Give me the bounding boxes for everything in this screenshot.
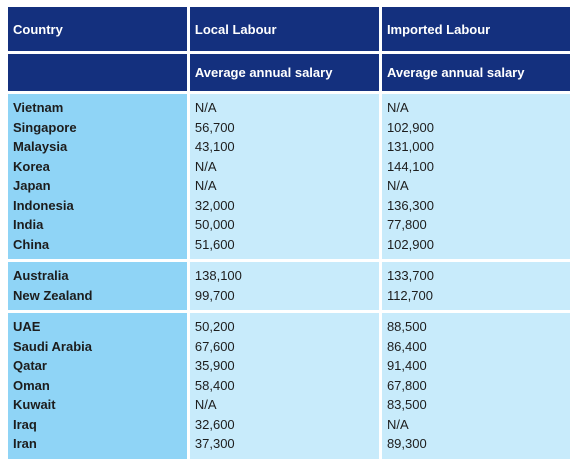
imported-salary-cell-group: 88,500 86,400 91,400 67,800 83,500 N/A 89,300 [381,313,570,459]
region-group-row: Vietnam Singapore Malaysia Korea Japan Indone… [8,94,570,259]
country-name: Malaysia [13,139,68,154]
imported-salary-value: 89,300 [386,436,427,451]
local-salary-cell-group: N/A 56,700 43,100 N/A N/A 32,000 50,000 51,600 [189,94,379,259]
imported-salary-cell-group: N/A 102,900 131,000 144,100 N/A 136,300 77,800… [381,94,570,259]
local-salary-value: 35,900 [194,358,235,373]
local-salary-value: N/A [194,158,217,174]
salary-table: Country Local Labour Imported Labour Ave… [5,4,571,462]
imported-salary-value: 102,900 [386,119,434,135]
country-name: Iran [13,436,37,451]
subheader-row: Average annual salary Average annual sal… [8,54,570,91]
country-column-header: Country [8,7,187,51]
region-group-row: Australia New Zealand 138,100 99,700 133,700… [8,262,570,310]
local-salary-value: 138,100 [194,268,242,283]
country-name: Japan [13,178,51,193]
region-group-row: UAE Saudi Arabia Qatar Oman Kuwait Iraq Iran 50… [8,313,570,459]
imported-salary-value: 133,700 [386,268,434,283]
imported-salary-value: N/A [386,416,409,432]
country-name: Korea [13,158,50,174]
imported-salary-value: 102,900 [386,236,434,252]
local-salary-value: 32,600 [194,416,235,432]
imported-salary-value: 67,800 [386,377,427,393]
imported-salary-value: N/A [386,178,409,193]
local-salary-value: 37,300 [194,436,235,451]
local-salary-value: N/A [194,178,217,193]
local-salary-value: 51,600 [194,236,235,252]
table-body: Vietnam Singapore Malaysia Korea Japan Indone… [8,94,570,459]
country-cell-group: UAE Saudi Arabia Qatar Oman Kuwait Iraq Iran [8,313,187,459]
local-salary-cell-group: 138,100 99,700 [189,262,379,310]
imported-salary-value: 83,500 [386,397,427,412]
imported-salary-value: 91,400 [386,358,427,373]
imported-salary-value: 112,700 [386,287,433,303]
country-name: Saudi Arabia [13,338,92,354]
country-name: Qatar [13,358,47,373]
local-salary-value: 58,400 [194,377,235,393]
imported-labour-column-header: Imported Labour [381,7,570,51]
country-name: India [13,217,44,232]
imported-salary-subheader: Average annual salary [381,54,570,91]
local-labour-column-header: Local Labour [189,7,379,51]
imported-salary-value: 136,300 [386,197,434,213]
country-subheader-empty [8,54,187,91]
local-salary-value: 43,100 [194,139,235,154]
local-salary-cell-group: 50,200 67,600 35,900 58,400 N/A 32,600 37,300 [189,313,379,459]
country-name: Iraq [13,416,37,432]
local-salary-subheader: Average annual salary [189,54,379,91]
country-name: Kuwait [13,397,56,412]
local-salary-value: N/A [194,100,217,115]
header-row: Country Local Labour Imported Labour [8,7,570,51]
imported-salary-value: 88,500 [386,319,427,334]
local-salary-value: N/A [194,397,217,412]
country-name: UAE [13,319,41,334]
local-salary-value: 67,600 [194,338,235,354]
country-name: China [13,236,50,252]
local-salary-value: 50,200 [194,319,235,334]
country-name: New Zealand [13,287,93,303]
local-salary-value: 50,000 [194,217,235,232]
local-salary-value: 32,000 [194,197,235,213]
imported-salary-cell-group: 133,700 112,700 [381,262,570,310]
local-salary-value: 99,700 [194,287,235,303]
country-name: Indonesia [13,197,74,213]
country-name: Singapore [13,119,77,135]
imported-salary-value: N/A [386,100,409,115]
imported-salary-value: 131,000 [386,139,434,154]
country-name: Vietnam [13,100,64,115]
country-name: Oman [13,377,50,393]
imported-salary-value: 86,400 [386,338,427,354]
country-name: Australia [13,268,69,283]
imported-salary-value: 77,800 [386,217,427,232]
local-salary-value: 56,700 [194,119,235,135]
country-cell-group: Vietnam Singapore Malaysia Korea Japan Indone… [8,94,187,259]
imported-salary-value: 144,100 [386,158,434,174]
country-cell-group: Australia New Zealand [8,262,187,310]
